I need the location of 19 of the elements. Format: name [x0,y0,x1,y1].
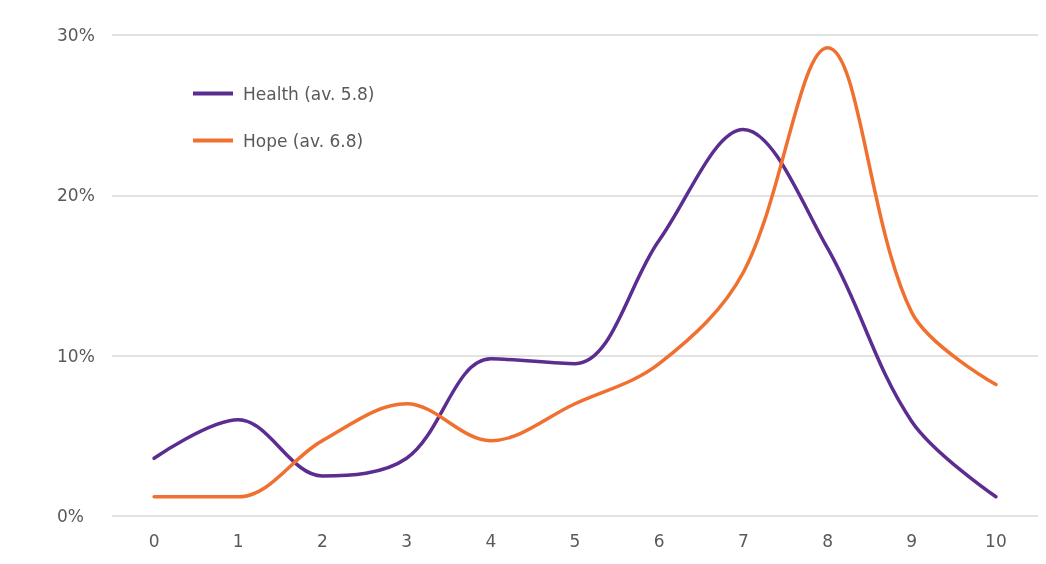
line-series [152,127,998,499]
x-tick-label: 1 [232,530,244,551]
y-tick-label: 10% [57,345,95,366]
x-tick-label: 8 [822,530,833,551]
legend-label: Health (av. 5.8) [243,83,375,104]
y-tick-label: 20% [57,185,95,206]
x-tick-label: 5 [569,530,581,551]
legend-label: Hope (av. 6.8) [243,130,364,151]
x-tick-label: 0 [148,530,160,551]
x-tick-label: 6 [653,530,665,551]
x-tick-label: 2 [317,530,328,551]
x-tick-label: 9 [906,530,918,551]
x-tick-label: 7 [737,530,749,551]
y-tick-label: 30% [57,25,95,45]
x-tick-label: 4 [485,530,497,551]
line-series [152,46,998,499]
y-tick-label: 0% [57,506,84,526]
x-tick-label: 3 [401,530,413,551]
x-tick-label: 10 [985,530,1007,551]
